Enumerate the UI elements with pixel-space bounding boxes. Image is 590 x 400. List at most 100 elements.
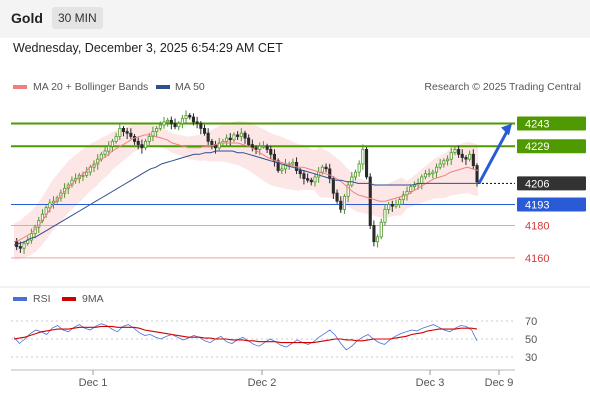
candle — [129, 128, 133, 139]
candle — [225, 134, 229, 147]
candle-body — [346, 184, 350, 197]
rsi-9ma-line — [13, 325, 478, 344]
candle-body — [475, 165, 479, 183]
candle — [191, 113, 196, 126]
candle — [276, 158, 280, 173]
candle — [457, 145, 461, 158]
candle-body — [239, 132, 243, 137]
candle — [387, 202, 391, 215]
candle-body — [121, 127, 126, 132]
candle-body — [177, 123, 181, 128]
candle-body — [379, 221, 383, 238]
candle — [423, 169, 427, 180]
candle-body — [423, 173, 427, 178]
legend-ma50-label: MA 50 — [175, 81, 205, 93]
candle — [379, 218, 383, 240]
price-tag-4243: 4243 — [517, 116, 586, 131]
candle — [335, 189, 339, 204]
candle-body — [44, 207, 48, 215]
candle-body — [110, 140, 115, 147]
candle-body — [464, 157, 468, 160]
candle — [177, 121, 181, 131]
candle-body — [114, 136, 118, 142]
candle-body — [306, 178, 310, 181]
candle-body — [107, 145, 111, 152]
candle-body — [390, 204, 394, 207]
candle-body — [225, 137, 229, 142]
candle-body — [383, 208, 387, 223]
candle — [460, 149, 464, 163]
candle — [136, 137, 140, 150]
candle-body — [409, 186, 413, 192]
candles-group — [15, 110, 479, 255]
price-tag-4206: 4206 — [517, 176, 586, 191]
candle-body — [173, 123, 177, 128]
candle — [114, 132, 118, 144]
candle-body — [140, 144, 144, 149]
candle — [383, 204, 387, 226]
candle — [239, 128, 243, 142]
candle — [398, 197, 402, 209]
candle — [243, 130, 247, 144]
candle-body — [180, 118, 185, 124]
candle-body — [468, 153, 472, 160]
candle-body — [313, 176, 317, 183]
price-tag-bg — [517, 197, 586, 212]
candle-body — [431, 171, 435, 175]
candle-body — [81, 174, 85, 177]
candle-body — [103, 150, 107, 155]
candle — [103, 147, 107, 158]
candle-body — [206, 132, 210, 142]
candle — [173, 118, 177, 130]
candle — [280, 165, 284, 175]
candle — [372, 220, 376, 247]
candle — [401, 191, 405, 205]
candle-body — [438, 163, 442, 168]
candle-body — [118, 127, 122, 137]
x-tick-label: Dec 1 — [79, 377, 108, 389]
candle — [143, 138, 148, 151]
candle — [265, 143, 269, 153]
candle — [453, 147, 457, 156]
candle-body — [217, 142, 221, 149]
candle — [162, 116, 166, 129]
x-axis: Dec 1 Dec 2 Dec 3 Dec 9 — [79, 370, 513, 389]
candle-body — [158, 124, 162, 129]
candle — [180, 114, 185, 129]
candle-body — [52, 200, 56, 204]
candle — [364, 147, 369, 180]
candle-body — [143, 140, 148, 149]
candle — [247, 134, 251, 147]
x-tick-label: Dec 3 — [416, 377, 445, 389]
candle-body — [364, 148, 369, 178]
price-tag-4229: 4229 — [517, 139, 586, 154]
candle — [449, 147, 453, 165]
candle — [468, 150, 472, 162]
candle-body — [291, 161, 295, 165]
candle-body — [368, 176, 372, 226]
header-bar: Gold 30 MIN — [0, 0, 590, 38]
timeframe-badge[interactable]: 30 MIN — [52, 7, 103, 29]
candle — [22, 240, 26, 255]
candle-body — [202, 127, 207, 134]
candle-body — [335, 192, 339, 202]
legend-ma50-swatch — [156, 85, 170, 89]
price-tag-bg — [517, 176, 586, 191]
candle-body — [243, 132, 247, 139]
price-tag-text: 4229 — [525, 141, 549, 153]
ma50-line — [13, 150, 478, 246]
legend-9ma-swatch — [62, 297, 76, 301]
candle-body — [151, 131, 155, 137]
candle-body — [269, 148, 273, 155]
candle — [438, 158, 442, 170]
candle-body — [442, 160, 446, 165]
candle-body — [445, 158, 450, 162]
candle-body — [394, 204, 398, 207]
candle-body — [184, 115, 188, 120]
candle — [110, 138, 115, 153]
candle — [195, 116, 199, 129]
candle-body — [232, 134, 236, 141]
candle-body — [412, 184, 416, 188]
candle — [151, 126, 155, 142]
price-tag-text: 4206 — [525, 178, 549, 190]
